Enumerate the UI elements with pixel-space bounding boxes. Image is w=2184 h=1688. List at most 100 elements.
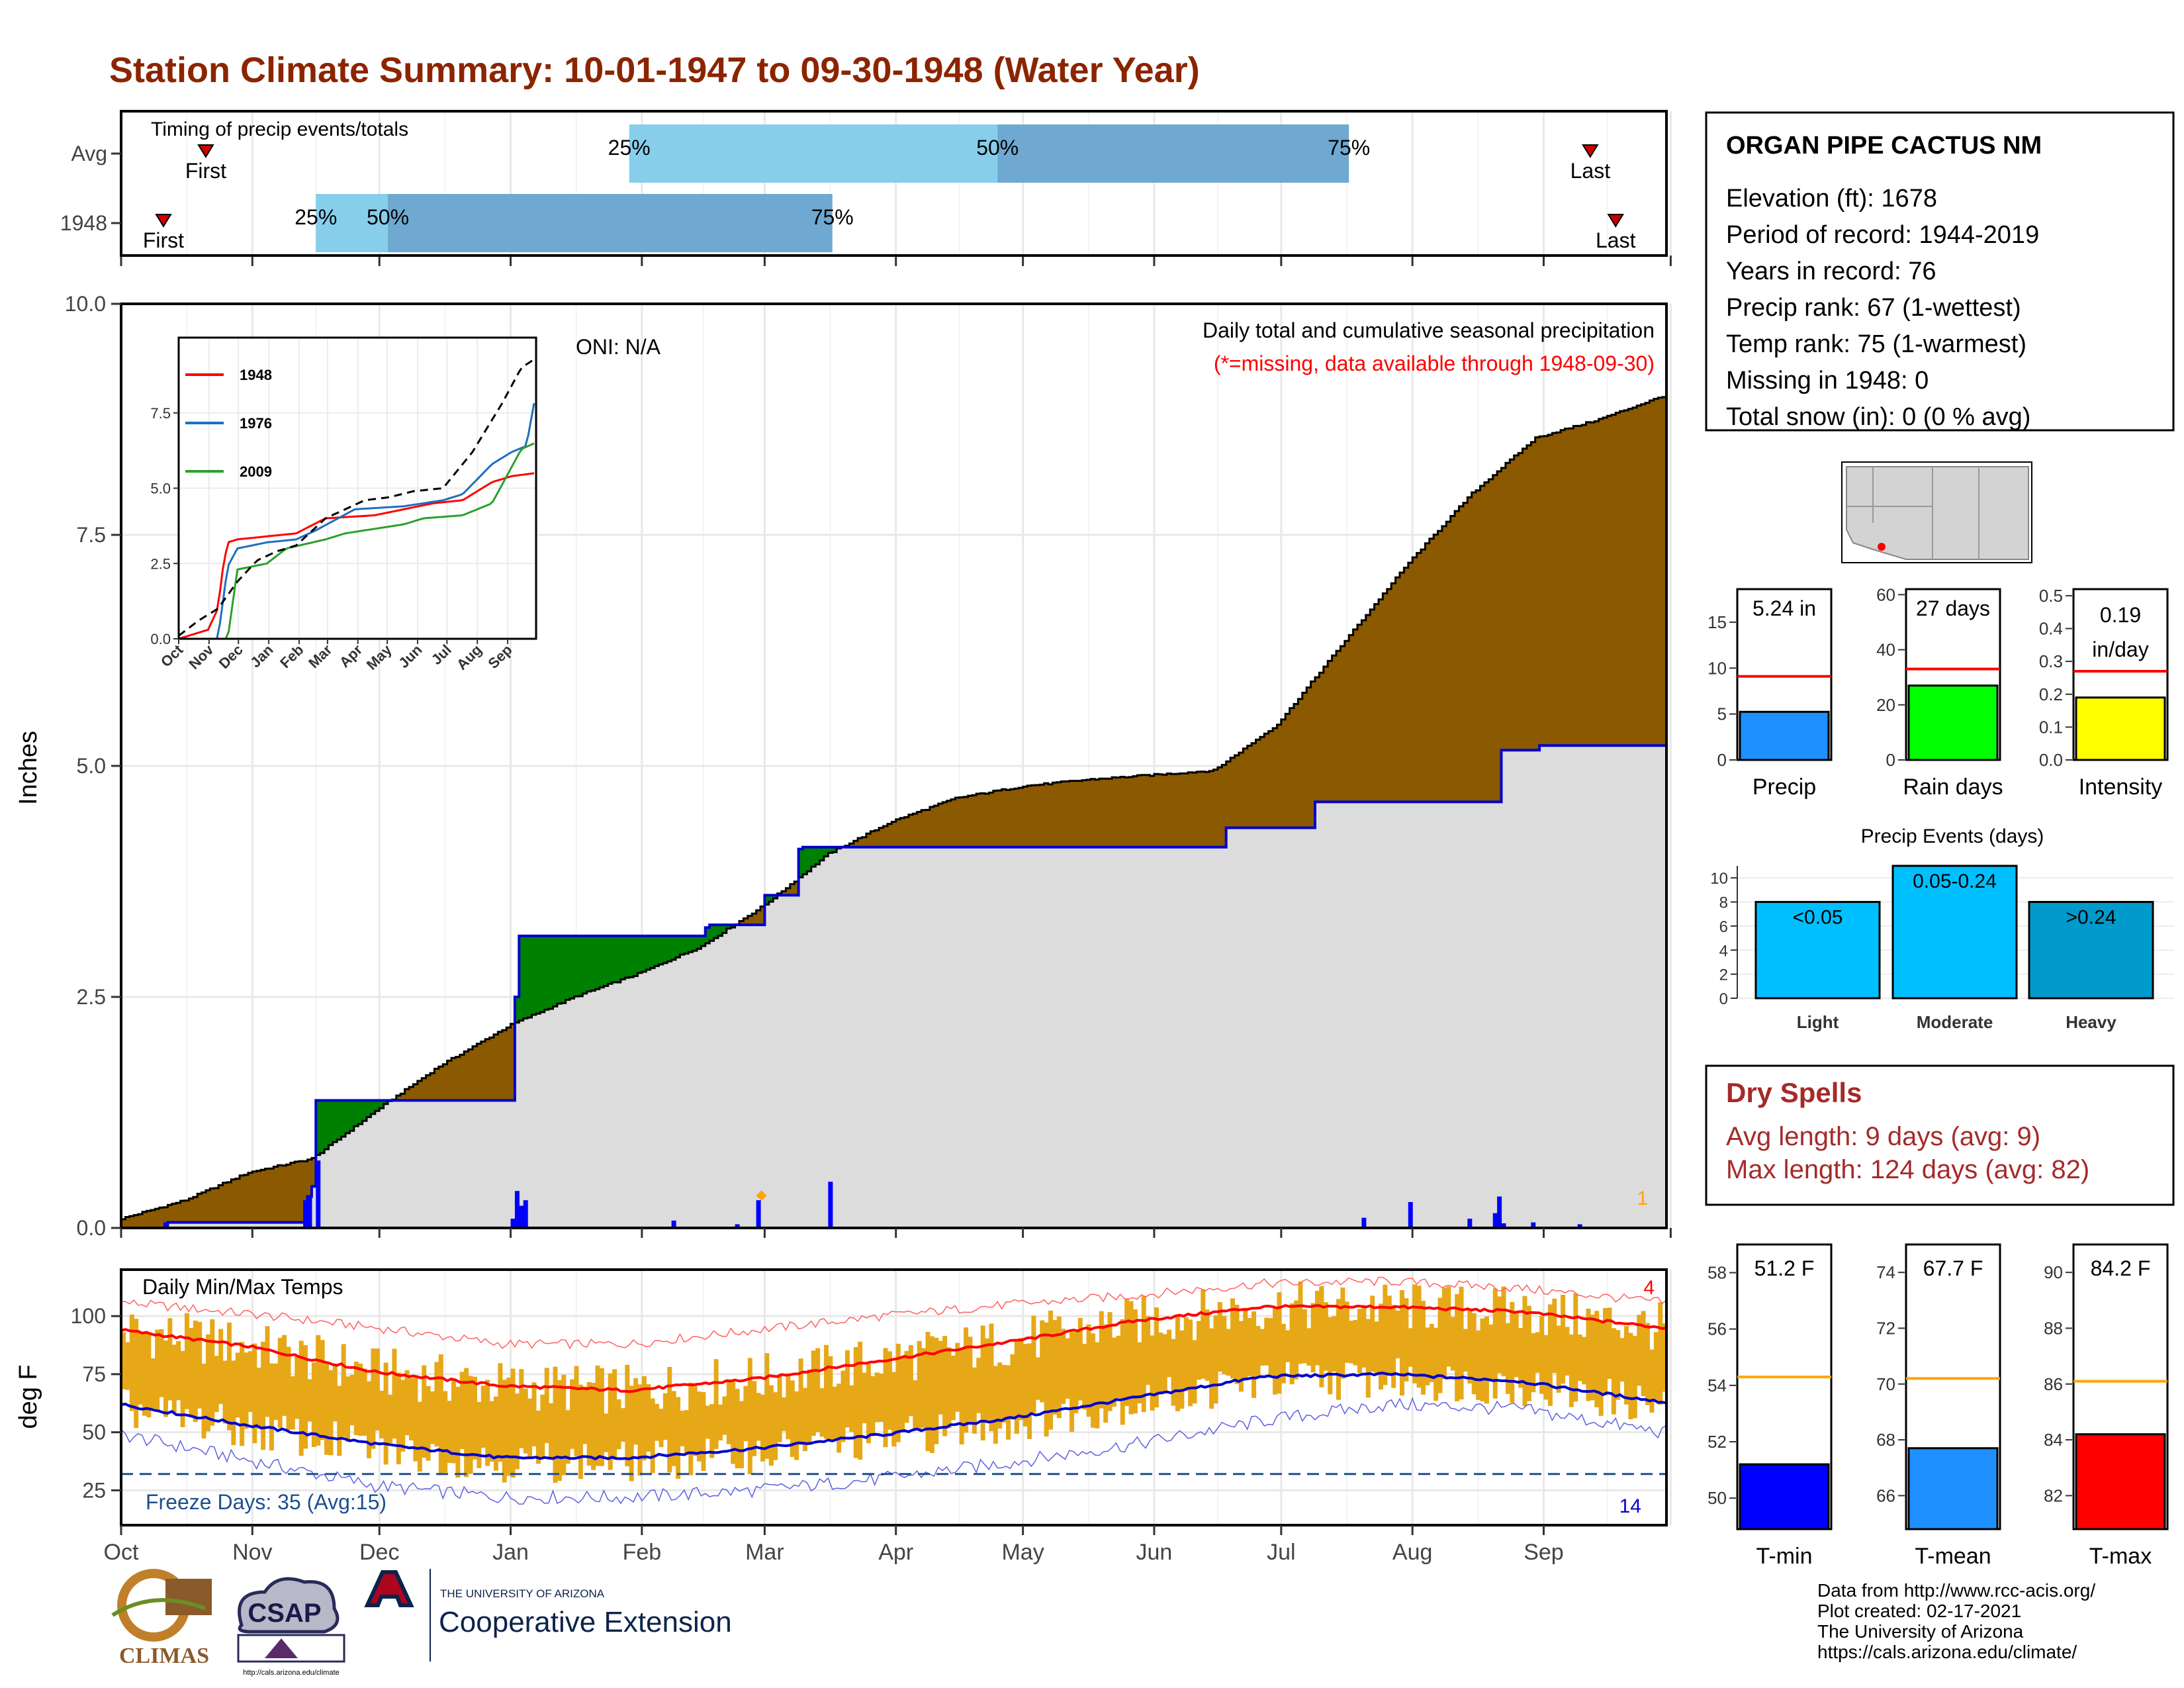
daily-temp-bar: [959, 1348, 964, 1445]
daily-temp-bar: [155, 1329, 160, 1410]
daily-temp-bar: [205, 1334, 210, 1432]
daily-temp-bar: [159, 1329, 164, 1397]
station-info-line: Missing in 1948: 0: [1726, 367, 1929, 395]
inset-xtick-label: Apr: [336, 641, 366, 671]
events-bar: [1754, 901, 1881, 1000]
daily-temp-bar: [1319, 1286, 1324, 1387]
daily-temp-bar: [1137, 1342, 1142, 1404]
timing-last-marker: [1582, 144, 1599, 158]
daily-temp-bar: [1514, 1313, 1519, 1378]
daily-temp-bar: [426, 1385, 431, 1461]
daily-temp-bar: [231, 1360, 236, 1446]
daily-temp-bar: [1450, 1317, 1455, 1371]
daily-temp-bar: [1086, 1324, 1091, 1417]
daily-temp-bar: [662, 1393, 668, 1440]
daily-temp-bar: [1615, 1330, 1621, 1400]
daily-temp-bar: [252, 1343, 257, 1444]
precip-ytick-label: 5.0: [77, 754, 106, 778]
daily-temp-bar: [514, 1393, 520, 1470]
daily-precip-bar: [1531, 1222, 1536, 1228]
daily-temp-bar: [1480, 1318, 1485, 1402]
temp-panel: 25 50 75 100 Oct Nov Dec Jan Feb Mar Apr May Jun Jul…: [15, 1268, 1672, 1565]
daily-temp-bar: [989, 1323, 994, 1431]
daily-temp-bar: [337, 1385, 342, 1456]
temp-panel-label: T-min: [1756, 1544, 1813, 1569]
precip-ytick-label: 0.0: [2039, 750, 2063, 770]
daily-temp-bar: [925, 1331, 931, 1452]
daily-temp-bar: [1378, 1303, 1383, 1390]
daily-temp-bar: [265, 1326, 270, 1417]
daily-temp-bar: [1183, 1317, 1189, 1391]
daily-temp-bar: [392, 1348, 397, 1439]
daily-temp-bar: [1619, 1338, 1625, 1382]
daily-temp-bar: [472, 1376, 477, 1460]
footer-line: Data from http://www.rcc-acis.org/: [1817, 1580, 2095, 1601]
daily-temp-bar: [417, 1401, 422, 1472]
events-category-label: Moderate: [1917, 1012, 1993, 1032]
daily-temp-bar: [1073, 1332, 1079, 1413]
daily-temp-bar: [328, 1370, 334, 1456]
daily-temp-bar: [591, 1383, 596, 1470]
daily-temp-bar: [1238, 1321, 1244, 1392]
station-name: ORGAN PIPE CACTUS NM: [1726, 132, 2042, 160]
daily-temp-bar: [349, 1374, 355, 1426]
daily-temp-bar: [1497, 1296, 1502, 1374]
daily-temp-bar: [1230, 1298, 1236, 1379]
daily-temp-bar: [1209, 1328, 1214, 1409]
daily-temp-bar: [705, 1405, 710, 1439]
precip-ytick-label: 0: [1717, 750, 1727, 770]
daily-temp-bar: [218, 1329, 224, 1404]
daily-temp-bar: [1154, 1307, 1159, 1408]
month-label: Mar: [745, 1540, 784, 1565]
daily-temp-bar: [353, 1361, 359, 1435]
csap-url: http://cals.arizona.edu/climate: [243, 1669, 340, 1677]
inset-ytick-label: 0.0: [150, 631, 171, 647]
daily-temp-bar: [383, 1362, 388, 1465]
daily-temp-bar: [837, 1383, 842, 1453]
precip-events-title: Precip Events (days): [1861, 825, 2044, 847]
daily-temp-bar: [459, 1372, 465, 1450]
daily-temp-bar: [286, 1346, 291, 1430]
daily-temp-bar: [815, 1348, 821, 1432]
daily-temp-bar: [345, 1376, 351, 1442]
daily-temp-bar: [934, 1337, 939, 1444]
footer-credits: Data from http://www.rcc-acis.org/Plot c…: [1817, 1580, 2095, 1662]
timing-p25-label: 25%: [295, 205, 337, 229]
daily-temp-bar: [553, 1366, 558, 1483]
daily-temp-bar: [1141, 1295, 1146, 1413]
daily-temp-bar: [290, 1376, 295, 1430]
daily-temp-bar: [1476, 1330, 1481, 1400]
daily-precip-bar: [1497, 1196, 1502, 1228]
precip-value-bar: [1907, 684, 1999, 761]
inset-xtick-label: Jun: [395, 641, 425, 671]
climas-logo: CLIMAS: [111, 1569, 212, 1668]
tmin-record-line: [120, 1397, 1667, 1505]
daily-temp-bar: [790, 1380, 795, 1458]
daily-temp-bar: [146, 1332, 152, 1418]
precip-ytick-label: 0.4: [2039, 619, 2063, 639]
precip-ytick-label: 7.5: [77, 523, 106, 547]
temp-value-bar: [1739, 1463, 1830, 1530]
daily-temp-bar: [1463, 1329, 1468, 1372]
temp-panel-label: T-mean: [1915, 1544, 1991, 1569]
daily-precip-bar: [303, 1200, 308, 1228]
daily-temp-bar: [519, 1369, 524, 1448]
daily-temp-bar: [798, 1358, 803, 1445]
daily-temp-bar: [709, 1404, 715, 1458]
daily-temp-bar: [1429, 1323, 1434, 1382]
inset-xtick-label: Nov: [185, 641, 217, 673]
inset-series-line-1976: [179, 402, 535, 640]
daily-temp-bar: [510, 1368, 516, 1478]
daily-temp-bar: [413, 1378, 418, 1462]
daily-temp-bar: [1315, 1290, 1320, 1366]
daily-temp-bar: [1099, 1311, 1104, 1409]
daily-temp-bar: [1370, 1295, 1375, 1372]
daily-precip-bar: [735, 1224, 740, 1228]
temp-ytick-label: 70: [1876, 1374, 1895, 1394]
temp-ytick-label: 68: [1876, 1430, 1895, 1450]
daily-temp-bar: [701, 1392, 706, 1472]
daily-temp-bar: [993, 1366, 998, 1444]
daily-temp-bar: [684, 1410, 689, 1454]
daily-temp-bar: [582, 1386, 588, 1444]
daily-temp-bar: [244, 1352, 249, 1429]
